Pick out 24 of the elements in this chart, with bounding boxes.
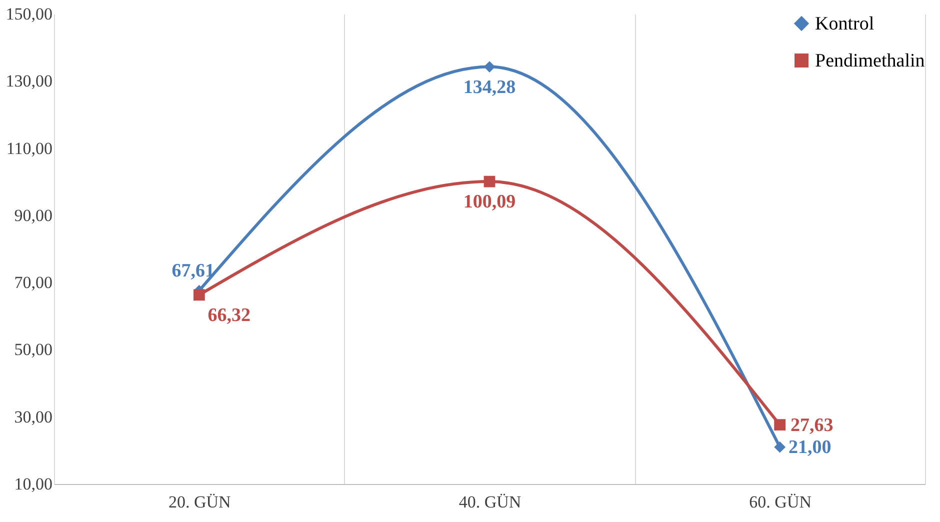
data-label: 100,09 <box>463 192 516 213</box>
data-label: 66,32 <box>208 304 251 326</box>
point <box>774 419 786 431</box>
y-tick-label: 110,00 <box>6 138 52 158</box>
point <box>484 176 496 188</box>
y-tick-label: 70,00 <box>14 273 52 292</box>
data-label: 134,28 <box>463 76 516 98</box>
y-tick-label: 10,00 <box>14 474 52 494</box>
y-tick-label: 50,00 <box>14 340 52 360</box>
point <box>484 61 496 72</box>
data-label: 27,63 <box>790 414 834 436</box>
legend-label: Pendimethalin <box>815 50 926 72</box>
point <box>774 441 786 453</box>
point <box>193 289 205 301</box>
y-tick-label: 90,00 <box>14 206 52 225</box>
x-tick-label: 20. GÜN <box>168 492 231 512</box>
data-label: 67,61 <box>172 260 215 282</box>
y-tick-label: 30,00 <box>14 407 52 426</box>
y-tick-label: 130,00 <box>6 72 52 91</box>
x-tick-label: 40. GÜN <box>458 492 522 512</box>
x-tick-label: 60. GÜN <box>749 492 812 512</box>
y-tick-label: 150,00 <box>6 4 52 24</box>
data-label: 21,00 <box>788 437 832 458</box>
legend-label: Kontrol <box>815 14 874 34</box>
